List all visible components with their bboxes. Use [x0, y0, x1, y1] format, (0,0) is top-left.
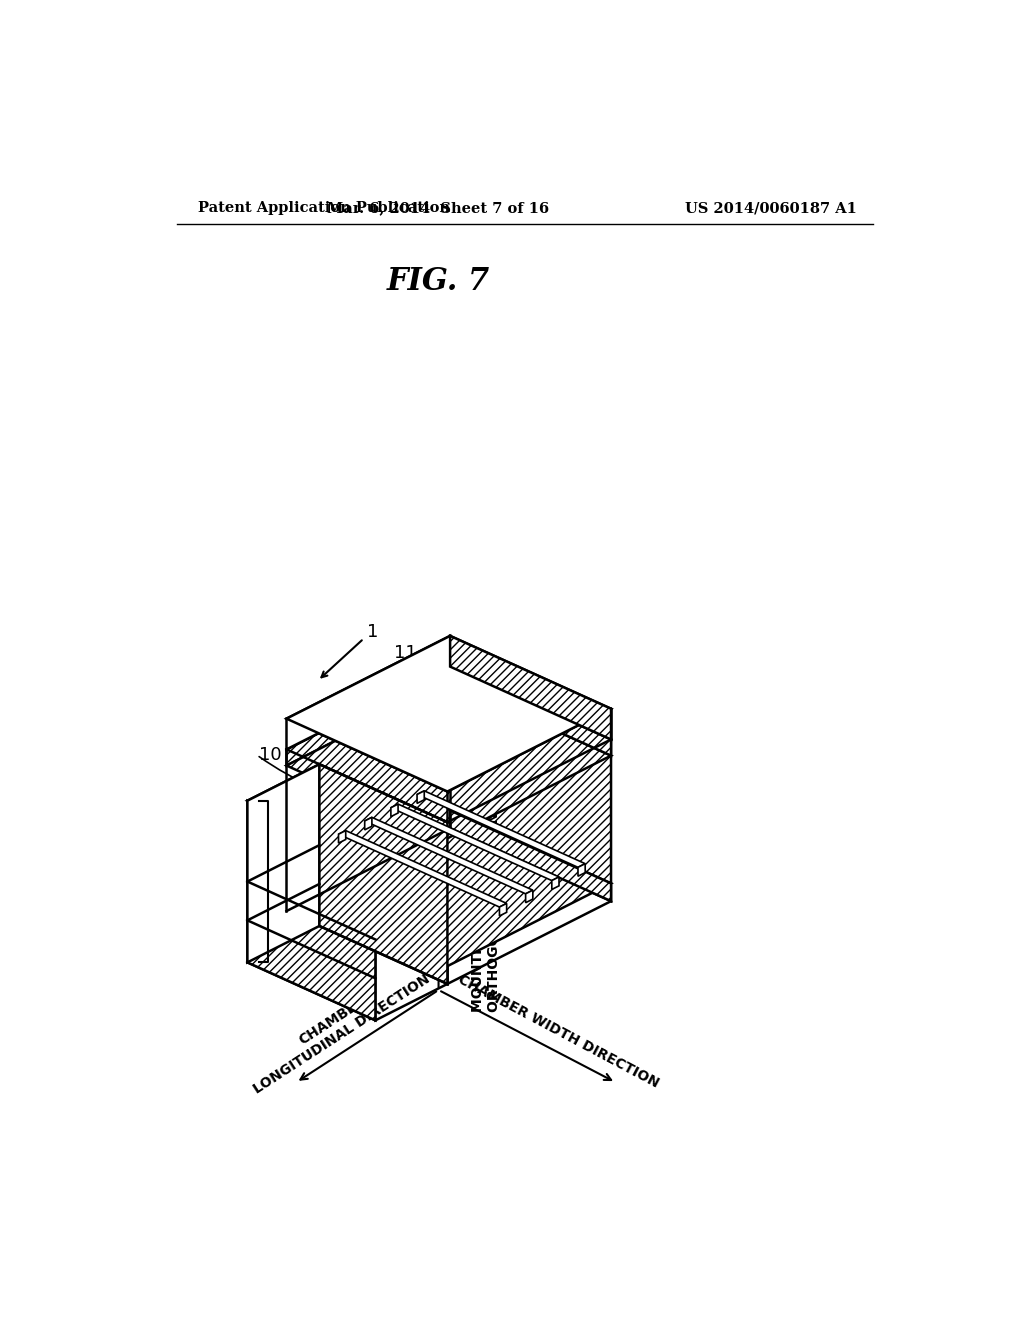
Polygon shape: [287, 636, 451, 750]
Polygon shape: [417, 791, 424, 804]
Text: 10: 10: [259, 746, 282, 764]
Polygon shape: [339, 830, 346, 843]
Polygon shape: [287, 682, 611, 838]
Polygon shape: [287, 810, 451, 911]
Text: 8: 8: [278, 920, 289, 937]
Polygon shape: [287, 636, 611, 792]
Polygon shape: [451, 636, 611, 739]
Text: 12: 12: [345, 739, 368, 758]
Text: 4b: 4b: [396, 830, 419, 847]
Text: 9b: 9b: [395, 681, 419, 700]
Text: US 2014/0060187 A1: US 2014/0060187 A1: [685, 202, 857, 215]
Text: MOUNTING SURFACE
ORTHOGONAL DIRECTION: MOUNTING SURFACE ORTHOGONAL DIRECTION: [471, 812, 501, 1011]
Text: FIG. 7: FIG. 7: [387, 267, 490, 297]
Polygon shape: [287, 810, 611, 966]
Text: CHAMBER
LONGITUDINAL DIRECTION: CHAMBER LONGITUDINAL DIRECTION: [242, 958, 432, 1096]
Text: 5b: 5b: [396, 746, 420, 763]
Text: 7: 7: [278, 939, 289, 957]
Polygon shape: [365, 817, 372, 830]
Polygon shape: [417, 791, 585, 867]
Polygon shape: [451, 667, 611, 755]
Polygon shape: [451, 667, 611, 902]
Text: 11: 11: [394, 644, 417, 661]
Polygon shape: [287, 667, 451, 766]
Text: Patent Application Publication: Patent Application Publication: [199, 202, 451, 215]
Text: CHAMBER WIDTH DIRECTION: CHAMBER WIDTH DIRECTION: [456, 973, 662, 1090]
Polygon shape: [500, 903, 507, 916]
Polygon shape: [248, 764, 319, 962]
Text: 4a: 4a: [367, 862, 389, 880]
Polygon shape: [365, 817, 532, 894]
Text: 5a: 5a: [333, 891, 355, 908]
Polygon shape: [525, 890, 532, 903]
Polygon shape: [391, 804, 398, 817]
Text: 1: 1: [368, 623, 379, 642]
Polygon shape: [552, 876, 559, 890]
Polygon shape: [319, 764, 447, 983]
Text: Mar. 6, 2014  Sheet 7 of 16: Mar. 6, 2014 Sheet 7 of 16: [328, 202, 550, 215]
Text: 3: 3: [396, 837, 408, 854]
Text: 2: 2: [281, 873, 292, 891]
Text: G: G: [334, 739, 348, 758]
Polygon shape: [391, 804, 559, 880]
Polygon shape: [248, 764, 447, 858]
Polygon shape: [248, 801, 376, 1020]
Polygon shape: [451, 810, 611, 902]
Polygon shape: [339, 830, 507, 907]
Polygon shape: [578, 863, 585, 876]
Polygon shape: [376, 822, 447, 1020]
Text: 9: 9: [278, 882, 289, 900]
Text: 9a: 9a: [305, 755, 328, 774]
